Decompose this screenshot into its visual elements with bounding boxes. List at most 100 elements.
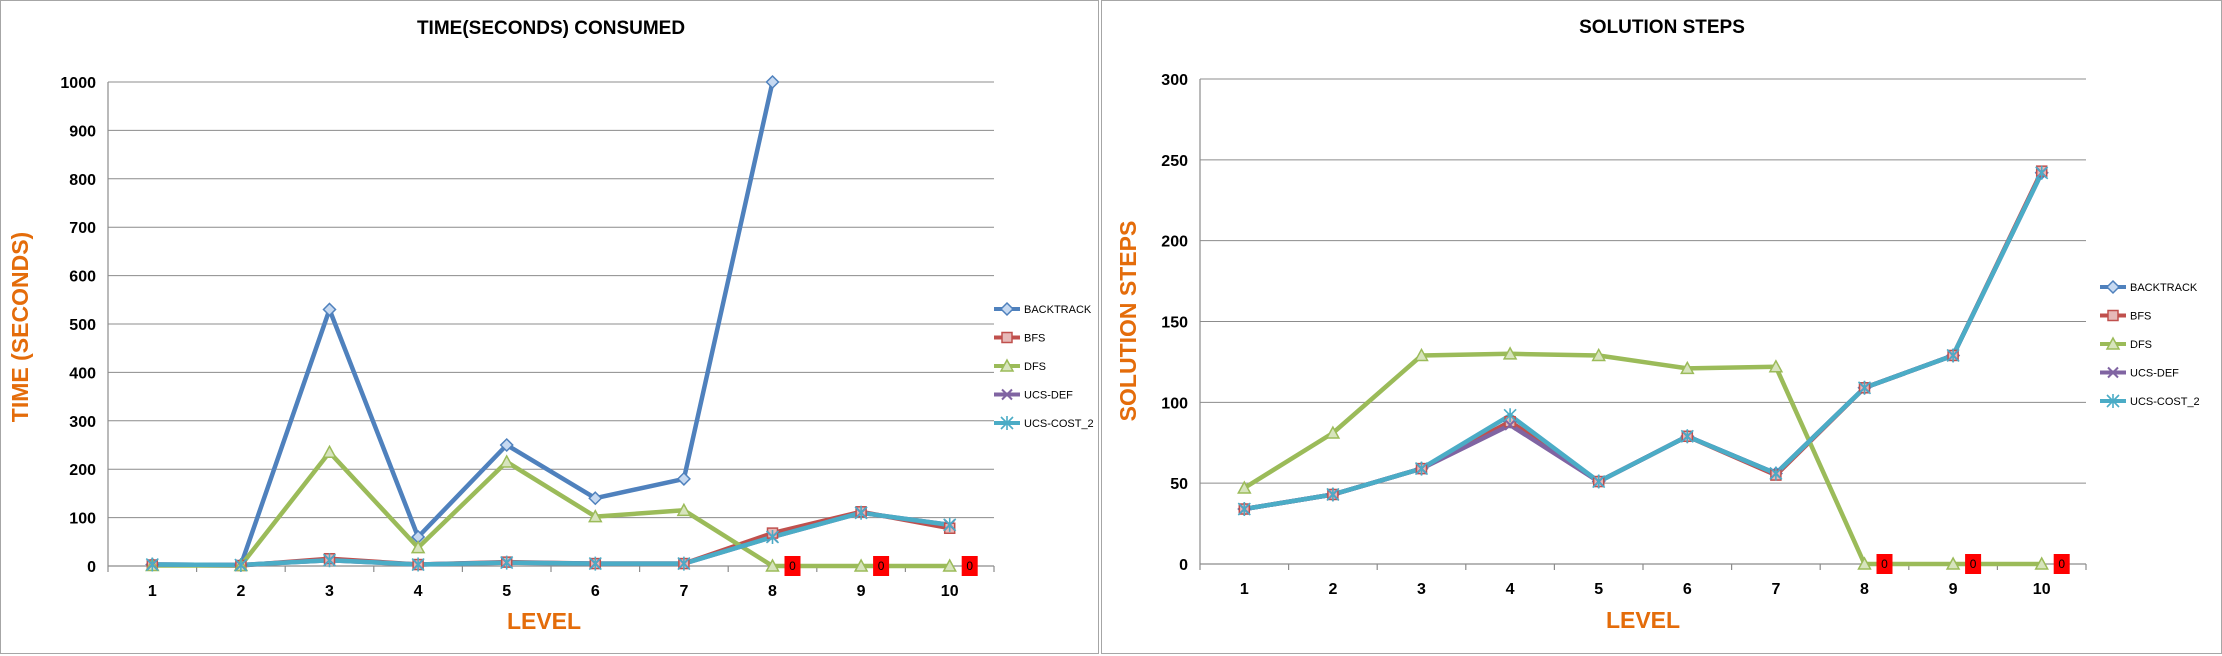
y-tick-label: 50 xyxy=(1170,476,1188,493)
chart-title: SOLUTION STEPS xyxy=(1579,17,1745,38)
data-point-dfs xyxy=(410,540,426,554)
legend-marker xyxy=(1000,416,1014,430)
legend-label: UCS-DEF xyxy=(1024,390,1073,402)
x-tick-label: 8 xyxy=(768,583,777,600)
legend-label: BACKTRACK xyxy=(2130,282,2198,294)
legend-label: BACKTRACK xyxy=(1024,304,1092,316)
data-point-ucs-cost_2 xyxy=(322,553,337,568)
data-point-dfs xyxy=(1502,346,1518,360)
data-point-ucs-cost_2 xyxy=(1326,487,1340,502)
x-tick-label: 3 xyxy=(1417,581,1426,598)
zero-label-box xyxy=(873,556,890,576)
data-point-dfs xyxy=(676,502,692,517)
data-point-dfs xyxy=(1945,556,1961,570)
data-point-ucs-cost_2 xyxy=(2035,165,2049,180)
x-tick-label: 2 xyxy=(236,583,245,600)
x-tick-label: 2 xyxy=(1328,581,1337,598)
x-tick-label: 10 xyxy=(2033,581,2051,598)
x-tick-label: 9 xyxy=(857,583,866,600)
legend-marker xyxy=(2107,366,2119,379)
zero-label-text: 0 xyxy=(1881,557,1888,571)
x-tick-label: 3 xyxy=(325,583,334,600)
chart-title: TIME(SECONDS) CONSUMED xyxy=(417,18,685,39)
data-point-dfs xyxy=(1680,360,1695,375)
solution-steps-chart-panel: SOLUTION STEPS LEVEL SOLUTION STEPS 0 50 1… xyxy=(1101,0,2222,654)
y-tick-label: 250 xyxy=(1161,153,1188,170)
legend-label: DFS xyxy=(2130,339,2152,351)
x-tick-label: 7 xyxy=(1771,581,1780,598)
series-line-dfs xyxy=(152,450,950,569)
data-point-dfs xyxy=(322,444,337,459)
legend-label: BFS xyxy=(1024,333,1045,345)
y-tick-label: 500 xyxy=(69,317,96,334)
zero-label-text: 0 xyxy=(966,559,973,573)
y-tick-label: 200 xyxy=(1161,234,1188,251)
y-tick-label: 1000 xyxy=(60,75,96,92)
y-tick-label: 600 xyxy=(69,269,96,286)
data-point-ucs-cost_2 xyxy=(677,556,691,571)
data-point-dfs xyxy=(588,509,603,523)
y-tick-label: 100 xyxy=(1161,395,1188,412)
data-point-dfs xyxy=(765,558,780,572)
series-line-ucs-cost_2 xyxy=(152,510,951,568)
legend-marker xyxy=(1001,388,1013,401)
y-tick-label: 800 xyxy=(69,172,96,189)
data-point-ucs-cost_2 xyxy=(943,517,957,532)
x-tick-label: 5 xyxy=(502,583,511,600)
legend-label: DFS xyxy=(1024,361,1046,373)
x-axis-title: LEVEL xyxy=(507,608,581,634)
data-point-ucs-cost_2 xyxy=(1946,348,1960,363)
data-point-backtrack xyxy=(499,437,514,453)
x-tick-label: 9 xyxy=(1949,581,1958,598)
x-tick-label: 6 xyxy=(1683,581,1692,598)
y-tick-label: 0 xyxy=(1179,557,1188,574)
y-tick-label: 400 xyxy=(69,365,96,382)
data-point-backtrack xyxy=(588,491,603,506)
x-tick-label: 8 xyxy=(1860,581,1869,598)
zero-label-box xyxy=(784,556,801,576)
y-tick-label: 200 xyxy=(69,462,96,479)
y-tick-label: 300 xyxy=(69,414,96,431)
y-tick-label: 0 xyxy=(87,559,96,576)
y-tick-label: 150 xyxy=(1161,315,1188,332)
data-point-backtrack xyxy=(765,74,780,90)
y-tick-label: 300 xyxy=(1161,72,1188,89)
data-point-ucs-cost_2 xyxy=(1680,429,1694,444)
data-point-ucs-cost_2 xyxy=(1769,466,1783,481)
data-point-ucs-cost_2 xyxy=(1592,474,1606,489)
data-point-dfs xyxy=(1414,347,1429,362)
y-tick-label: 900 xyxy=(69,123,96,140)
data-point-ucs-cost_2 xyxy=(500,555,514,570)
series-line-dfs xyxy=(1243,351,2042,567)
data-point-dfs xyxy=(499,454,514,468)
legend-marker xyxy=(1001,331,1013,344)
data-point-dfs xyxy=(853,558,869,572)
data-point-ucs-cost_2 xyxy=(588,556,602,571)
data-point-ucs-def xyxy=(1504,419,1516,431)
legend-label: BFS xyxy=(2130,311,2151,323)
zero-label-text: 0 xyxy=(1970,557,1977,571)
data-point-ucs-cost_2 xyxy=(1414,461,1429,476)
x-tick-label: 4 xyxy=(414,583,423,600)
data-point-dfs xyxy=(1857,556,1872,570)
zero-label-box xyxy=(2053,554,2070,574)
x-tick-label: 10 xyxy=(941,583,959,600)
y-tick-label: 100 xyxy=(69,511,96,528)
x-tick-label: 6 xyxy=(591,583,600,600)
legend-marker xyxy=(2105,279,2121,295)
x-tick-label: 1 xyxy=(1240,581,1249,598)
x-tick-label: 7 xyxy=(679,583,688,600)
legend-marker xyxy=(2106,394,2120,408)
time-consumed-chart-panel: TIME(SECONDS) CONSUMED LEVEL TIME (SECON… xyxy=(0,0,1099,654)
legend-label: UCS-COST_2 xyxy=(1024,418,1094,430)
data-point-dfs xyxy=(1325,425,1341,439)
data-point-ucs-cost_2 xyxy=(145,557,159,572)
series-line-ucs-cost_2 xyxy=(1243,171,2044,512)
time-consumed-chart: TIME(SECONDS) CONSUMED LEVEL TIME (SECON… xyxy=(7,18,1094,634)
legend-marker xyxy=(2107,309,2119,322)
data-point-ucs-cost_2 xyxy=(854,505,868,520)
data-point-dfs xyxy=(1768,359,1784,373)
x-tick-label: 5 xyxy=(1594,581,1603,598)
x-axis-title: LEVEL xyxy=(1606,607,1680,633)
data-point-ucs-cost_2 xyxy=(765,529,780,544)
